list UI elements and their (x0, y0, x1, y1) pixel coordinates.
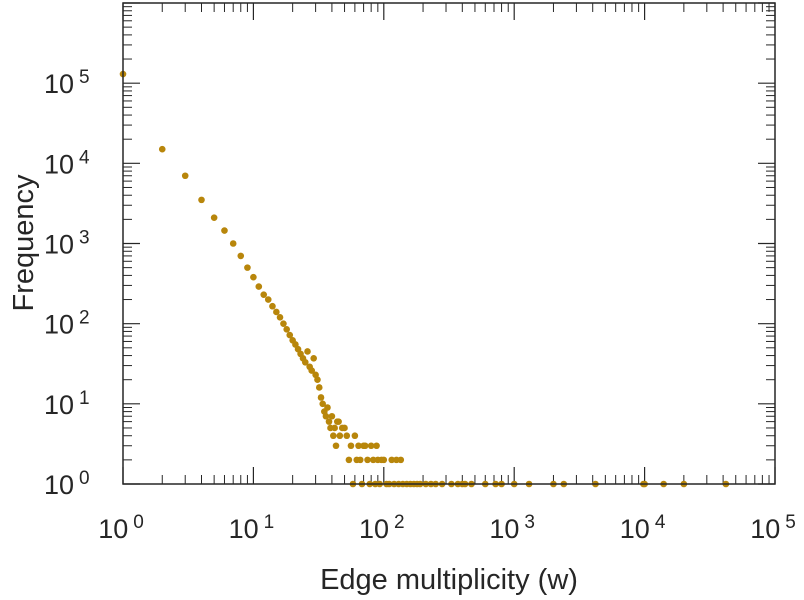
y-tick-label-exponent: 5 (79, 67, 90, 88)
y-tick-label-base: 10 (44, 69, 74, 99)
y-tick-label-exponent: 4 (79, 147, 90, 168)
y-axis-title: Frequency (8, 174, 40, 312)
data-point (351, 432, 359, 440)
x-tick-label-base: 10 (620, 514, 650, 544)
x-tick-label-base: 10 (489, 514, 519, 544)
data-point (317, 394, 325, 401)
data-point (332, 442, 340, 450)
data-point (308, 367, 316, 374)
data-point (286, 331, 294, 339)
data-point (158, 145, 166, 153)
data-point (229, 240, 237, 247)
data-point (280, 320, 287, 327)
data-point (310, 354, 317, 362)
y-tick-label-base: 10 (44, 390, 74, 420)
data-point (181, 172, 189, 180)
data-point (336, 432, 344, 440)
data-point (198, 196, 205, 204)
x-tick-label: 10 5 (750, 512, 796, 544)
data-point (304, 348, 311, 355)
x-tick-label-exponent: 2 (394, 512, 405, 533)
data-point (328, 412, 336, 420)
minor-ticks (123, 3, 775, 484)
y-tick-label: 10 5 (44, 67, 90, 99)
plot-frame (122, 2, 776, 485)
data-point (221, 227, 228, 234)
y-tick-label: 10 2 (44, 308, 90, 340)
data-point (361, 442, 369, 450)
y-tick-label: 10 3 (44, 228, 90, 260)
x-tick-label-exponent: 3 (524, 512, 535, 533)
data-point (269, 302, 276, 310)
data-point (347, 442, 355, 450)
x-tick-label-exponent: 1 (264, 512, 275, 533)
y-tick-label-base: 10 (44, 230, 74, 260)
data-point (244, 264, 251, 271)
x-tick-label-exponent: 5 (785, 512, 796, 533)
data-point (369, 456, 377, 464)
x-tick-label-base: 10 (229, 514, 259, 544)
data-point (335, 418, 342, 425)
data-point (314, 376, 321, 384)
y-tick-label: 10 0 (44, 468, 90, 500)
data-point (356, 456, 364, 464)
y-tick-label-base: 10 (44, 149, 74, 179)
x-axis-title: Edge multiplicity (w) (320, 564, 578, 596)
x-tick-label: 10 2 (359, 512, 405, 544)
data-point (364, 456, 371, 464)
data-point (237, 252, 245, 260)
y-tick-label-base: 10 (44, 310, 74, 340)
data-point (301, 358, 309, 366)
x-tick-label: 10 1 (229, 512, 275, 544)
major-ticks (122, 2, 776, 485)
x-tick-label: 10 0 (98, 512, 144, 544)
y-tick-label-exponent: 0 (79, 468, 90, 489)
data-point (345, 456, 353, 464)
data-point (283, 326, 290, 333)
data-point (276, 314, 284, 321)
y-tick-label-base: 10 (44, 470, 74, 500)
x-tick-label: 10 3 (489, 512, 535, 544)
data-point (380, 456, 388, 464)
data-point (250, 273, 257, 281)
data-point (319, 400, 327, 408)
data-point (397, 456, 405, 464)
y-tick-label-exponent: 2 (79, 308, 90, 329)
y-tick-label-exponent: 3 (79, 228, 90, 249)
x-tick-label-exponent: 0 (133, 512, 144, 533)
data-point (355, 442, 362, 450)
data-points (119, 70, 730, 488)
data-point (367, 442, 375, 450)
data-point (273, 308, 280, 316)
x-tick-label: 10 4 (620, 512, 666, 544)
x-tick-label-base: 10 (98, 514, 128, 544)
data-point (315, 384, 323, 391)
y-tick-label: 10 1 (44, 388, 90, 420)
data-point (322, 412, 330, 420)
x-tick-label-base: 10 (750, 514, 780, 544)
y-tick-label: 10 4 (44, 147, 90, 179)
data-point (373, 442, 380, 450)
data-point (210, 214, 218, 221)
data-point (264, 296, 272, 303)
y-tick-label-exponent: 1 (79, 388, 90, 409)
data-point (388, 456, 396, 464)
data-point (331, 424, 338, 432)
x-tick-label-exponent: 4 (655, 512, 666, 533)
x-tick-labels: 10 0 10 1 10 2 10 3 10 4 10 5 (98, 512, 796, 544)
data-point (324, 404, 331, 411)
data-point (255, 283, 263, 290)
data-point (260, 291, 268, 298)
data-point (341, 424, 348, 432)
data-point (325, 418, 333, 425)
data-point (343, 432, 351, 440)
x-tick-label-base: 10 (359, 514, 389, 544)
data-point (330, 432, 337, 440)
